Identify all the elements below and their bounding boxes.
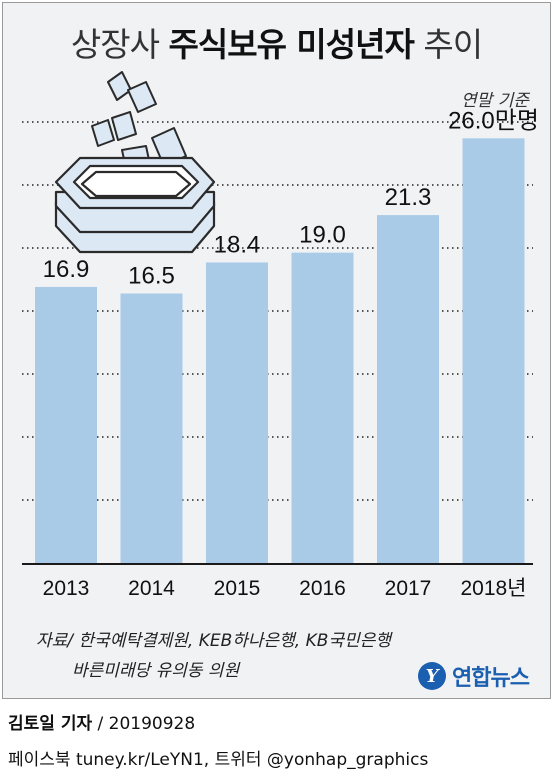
social-links: 페이스북 tuney.kr/LeYN1, 트위터 @yonhap_graphic… xyxy=(8,750,429,770)
bar-2014 xyxy=(120,293,183,563)
bar-2016 xyxy=(291,252,354,563)
value-label-2017: 21.3 xyxy=(385,184,432,211)
yonhap-logo: Y 연합뉴스 xyxy=(418,660,530,692)
x-tick-2015: 2015 xyxy=(214,577,261,600)
value-label-2016: 19.0 xyxy=(299,222,346,249)
x-tick-2013: 2013 xyxy=(43,577,90,600)
reporter-name: 김토일 기자 xyxy=(8,714,93,734)
x-tick-labels: 2013 2014 2015 2016 2017 2018년 xyxy=(43,577,527,600)
value-label-2014: 16.5 xyxy=(128,263,175,290)
title-part-1: 상장사 xyxy=(70,25,160,64)
source-note: 자료/ 한국예탁결제원, KEB하나은행, KB국민은행 바른미래당 유의동 의… xyxy=(36,626,391,686)
unit-note: 연말 기준 xyxy=(461,91,529,111)
bar-chart: 16.9 16.518.4 19.021.326.0만명 2013 2014 2015 2… xyxy=(22,71,539,600)
logo-text: 연합뉴스 xyxy=(452,666,530,691)
x-tick-2018년: 2018년 xyxy=(460,577,526,600)
source-line-2: 바른미래당 유의동 의원 xyxy=(72,661,240,681)
value-label-2018년: 26.0만명 xyxy=(448,107,539,134)
logo-icon: Y xyxy=(418,662,446,690)
title-part-2: 추이 xyxy=(423,25,483,64)
value-label-2013: 16.9 xyxy=(43,256,90,283)
bar-2013 xyxy=(35,286,97,563)
bar-2017 xyxy=(377,215,439,563)
byline: 김토일 기자 / 20190928 xyxy=(8,709,195,734)
bar-2018년 xyxy=(462,138,525,564)
bar-2015 xyxy=(206,262,268,563)
source-line-1: 자료/ 한국예탁결제원, KEB하나은행, KB국민은행 xyxy=(36,631,391,651)
x-tick-2017: 2017 xyxy=(385,577,432,600)
byline-date: / 20190928 xyxy=(97,714,196,734)
x-tick-2016: 2016 xyxy=(299,577,346,600)
bars xyxy=(35,138,525,564)
title-highlight: 주식보유 미성년자 xyxy=(168,25,414,64)
x-tick-2014: 2014 xyxy=(128,577,175,600)
stock-certificates-illustration xyxy=(54,71,216,254)
value-label-2015: 18.4 xyxy=(214,231,261,258)
value-labels: 16.9 16.5 18.4 19.0 21.3 26.0만명 xyxy=(43,107,539,289)
chart-title: 상장사 주식보유 미성년자 추이 xyxy=(0,18,553,66)
